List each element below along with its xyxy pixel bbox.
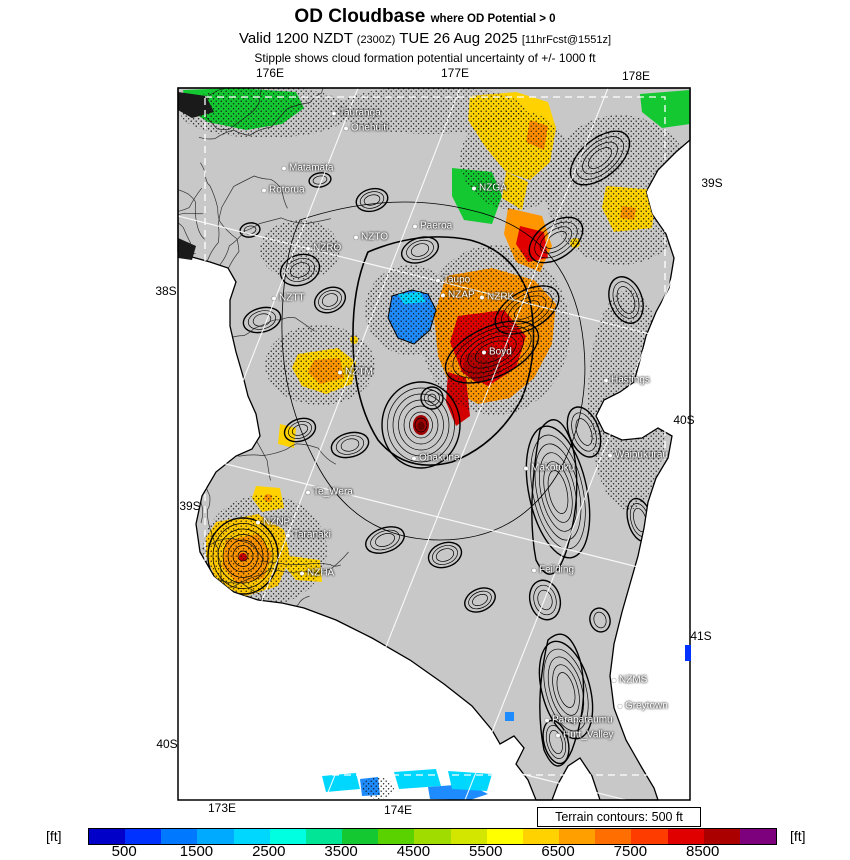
valid-time-line: Valid 1200 NZDT (2300Z) TUE 26 Aug 2025 …: [0, 30, 850, 49]
colorbar-segment: [414, 829, 451, 844]
colorbar-segment: [89, 829, 126, 844]
sea-stipple: [362, 777, 394, 799]
colorbar-segment: [125, 829, 162, 844]
colorbar-segment: [342, 829, 379, 844]
colorbar-tick: 5500: [469, 843, 503, 860]
colorbar-tick: 8500: [685, 843, 720, 860]
colorbar-tick: 2500: [252, 843, 286, 860]
colorbar-segment: [161, 829, 198, 844]
colorbar-segment: [269, 829, 306, 844]
colorbar-segment: [739, 829, 776, 844]
valid-zulu: (2300Z): [356, 33, 396, 46]
colorbar-tick: 7500: [613, 843, 648, 860]
colorbar-tick: 6500: [541, 843, 575, 860]
unit-label-right: [ft]: [790, 828, 806, 844]
product-title: OD Cloudbase: [294, 6, 426, 27]
colorbar-segment: [197, 829, 234, 844]
colorbar-tick: 3500: [324, 843, 358, 860]
title-qualifier: where OD Potential > 0: [430, 13, 556, 25]
colorbar-tick: 500: [111, 843, 137, 860]
colorbar-segment: [450, 829, 487, 844]
colorbar-segment: [305, 829, 343, 844]
colorbar-segment: [667, 829, 704, 844]
title-block: OD Cloudbase where OD Potential > 0 Vali…: [0, 5, 850, 66]
colorbar-segment: [522, 829, 560, 844]
colorbar-segment: [631, 829, 668, 844]
colorbar-tick: 1500: [179, 843, 214, 860]
page-title: OD Cloudbase where OD Potential > 0: [0, 5, 850, 29]
forecast-info: [11hrFcst@1551z]: [521, 33, 612, 46]
colorbar-segment: [703, 829, 740, 844]
valid-prefix: Valid 1200 NZDT: [238, 29, 353, 47]
terrain-note: Terrain contours: 500 ft: [537, 807, 701, 827]
colorbar: [88, 828, 777, 845]
colorbar-segment: [486, 829, 523, 844]
edge-marker: [685, 645, 691, 661]
colorbar-segment: [378, 829, 415, 844]
colorbar-segment: [559, 829, 596, 844]
colorbar-segment: [595, 829, 632, 844]
colorbar-tick: 4500: [396, 843, 431, 860]
colorbar-segment: [233, 829, 270, 844]
unit-label-left: [ft]: [46, 828, 62, 844]
valid-date: TUE 26 Aug 2025: [399, 29, 518, 47]
domain-boundary: [204, 96, 666, 776]
stipple-subtitle: Stipple shows cloud formation potential …: [254, 50, 596, 65]
map-frame: [177, 87, 691, 801]
